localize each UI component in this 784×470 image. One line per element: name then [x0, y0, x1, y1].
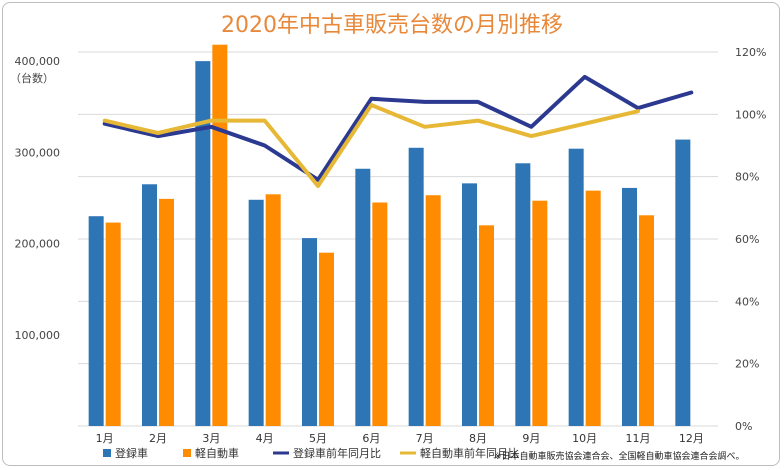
x-tick-label: 3月 [202, 432, 220, 445]
y-axis-label: （台数） [10, 71, 54, 85]
bar [248, 199, 264, 426]
bar [302, 238, 317, 426]
source-note: ※日本自動車販売協会連合会、全国軽自動車協会連合会調べ。 [494, 450, 745, 462]
y2-tick-label: 40% [735, 295, 759, 308]
x-tick-label: 1月 [96, 432, 114, 445]
y-tick-label: 100,000 [15, 329, 61, 342]
bar [515, 163, 531, 426]
x-tick-label: 11月 [626, 432, 651, 445]
legend-label: 軽自動車前年同月比 [420, 446, 519, 460]
x-tick-label: 9月 [522, 432, 540, 445]
legend-swatch [103, 449, 111, 457]
x-tick-label: 5月 [309, 432, 327, 445]
bar [408, 147, 424, 426]
y2-tick-label: 80% [735, 171, 759, 184]
bar [372, 202, 388, 426]
bar [195, 61, 211, 427]
legend-label: 登録車 [115, 446, 148, 460]
y2-tick-label: 0% [735, 420, 752, 433]
legend: 登録車 軽自動車 登録車前年同月比 軽自動車前年同月比 [103, 446, 519, 460]
bar [159, 198, 174, 426]
series-line [102, 74, 694, 182]
axis-ticks: 0% 20% 40% 60% 80% 100% 120% 100,000 200,000 300,… [15, 46, 767, 445]
legend-label: 軽自動車 [195, 446, 239, 460]
bar [212, 44, 228, 426]
legend-swatch [183, 449, 191, 457]
bar [479, 225, 494, 426]
y2-tick-label: 20% [735, 358, 759, 371]
bar [462, 183, 477, 426]
y-tick-label: 200,000 [15, 238, 61, 251]
y2-tick-label: 120% [735, 46, 766, 59]
bar [675, 139, 691, 426]
bar [425, 195, 441, 426]
x-tick-label: 2月 [149, 432, 167, 445]
y-tick-label: 400,000 [15, 55, 61, 68]
bar [88, 216, 104, 426]
bar [639, 215, 654, 426]
x-tick-label: 10月 [572, 432, 597, 445]
x-tick-label: 12月 [679, 432, 704, 445]
y-tick-label: 300,000 [15, 146, 61, 159]
series-line [102, 103, 640, 188]
bar [568, 148, 584, 426]
x-tick-label: 8月 [469, 432, 487, 445]
bar [265, 194, 281, 426]
bar [142, 184, 157, 426]
bar [355, 168, 371, 426]
y2-tick-label: 100% [735, 108, 766, 121]
chart-title: 2020年中古車販売台数の月別推移 [221, 13, 563, 38]
bar [622, 187, 637, 426]
bar [105, 222, 121, 426]
x-tick-label: 4月 [256, 432, 274, 445]
x-tick-label: 7月 [416, 432, 434, 445]
bar [585, 190, 601, 426]
legend-label: 登録車前年同月比 [293, 446, 381, 460]
bar [319, 252, 334, 426]
lines [102, 74, 694, 188]
bars [88, 44, 691, 427]
bar [532, 200, 548, 426]
x-tick-label: 6月 [362, 432, 380, 445]
y2-tick-label: 60% [735, 233, 759, 246]
